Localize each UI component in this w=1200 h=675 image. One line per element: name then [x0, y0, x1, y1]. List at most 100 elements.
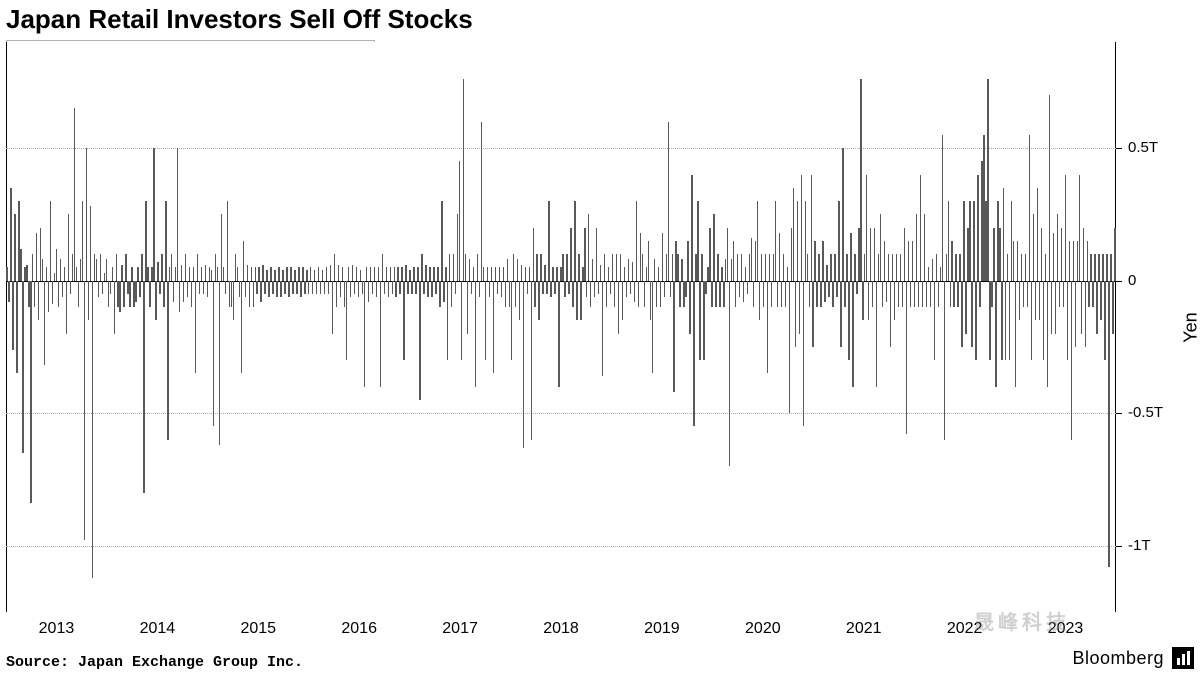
bar — [576, 281, 577, 321]
bar — [358, 281, 359, 297]
bar — [274, 270, 275, 281]
bar — [255, 267, 256, 280]
bar — [203, 281, 204, 294]
bar — [233, 281, 234, 321]
bar — [656, 281, 657, 308]
bar — [930, 281, 931, 308]
bar — [421, 254, 422, 281]
bar — [673, 281, 674, 392]
bar — [469, 259, 470, 280]
bar — [777, 281, 778, 308]
bar — [1023, 281, 1024, 308]
bar — [860, 79, 861, 280]
bar — [1009, 281, 1010, 361]
bar — [574, 201, 575, 281]
bar — [243, 241, 244, 281]
x-tick-label: 2017 — [442, 620, 478, 638]
bar — [534, 281, 535, 308]
bar — [501, 281, 502, 297]
bar — [904, 228, 905, 281]
bar — [397, 267, 398, 280]
bar — [193, 267, 194, 280]
bar — [308, 281, 309, 294]
bar — [920, 175, 921, 281]
bar — [932, 259, 933, 280]
bar — [757, 201, 758, 281]
bar — [112, 267, 113, 280]
bar — [465, 254, 466, 281]
bar — [137, 267, 138, 280]
bar — [606, 281, 607, 308]
bar — [811, 175, 812, 281]
bar — [658, 267, 659, 280]
bar — [971, 281, 972, 347]
bar — [588, 214, 589, 280]
bar — [8, 281, 9, 302]
bar — [268, 281, 269, 297]
bar — [1110, 254, 1111, 281]
bar — [679, 281, 680, 308]
bar — [302, 267, 303, 280]
bar — [455, 281, 456, 294]
bar — [1027, 281, 1028, 308]
bar — [890, 281, 891, 347]
bar — [636, 201, 637, 281]
x-tick-label: 2018 — [543, 620, 579, 638]
bar — [417, 267, 418, 280]
bar — [165, 201, 166, 281]
bar — [284, 281, 285, 294]
bar — [1057, 214, 1058, 280]
bar — [850, 233, 851, 281]
bar — [1092, 281, 1093, 308]
bar — [739, 281, 740, 297]
bar — [814, 241, 815, 281]
bar — [52, 281, 53, 305]
bar — [247, 265, 248, 281]
bar — [123, 281, 124, 308]
bar — [213, 281, 214, 427]
bar — [580, 281, 581, 321]
bar — [711, 281, 712, 308]
bar — [995, 281, 996, 387]
bar — [1106, 254, 1107, 281]
bar — [672, 254, 673, 281]
bar — [705, 281, 706, 294]
bar — [378, 267, 379, 280]
bar — [987, 79, 988, 280]
bar — [76, 267, 77, 280]
bar — [32, 254, 33, 281]
x-tick-label: 2019 — [644, 620, 680, 638]
bar — [844, 281, 845, 308]
bar — [1081, 281, 1082, 334]
bar — [812, 281, 813, 347]
bar — [1100, 281, 1101, 321]
bar — [395, 281, 396, 297]
bar — [681, 259, 682, 280]
bar — [258, 267, 259, 280]
bar — [449, 254, 450, 281]
bar — [538, 281, 539, 321]
bar — [801, 175, 802, 281]
bar — [199, 281, 200, 294]
bar — [803, 281, 804, 427]
bar — [1003, 188, 1004, 281]
bar — [628, 259, 629, 280]
bar — [131, 267, 132, 280]
bar — [121, 265, 122, 281]
bar — [840, 281, 841, 347]
bar — [604, 254, 605, 281]
bar — [832, 281, 833, 308]
bar — [888, 254, 889, 281]
bar — [965, 281, 966, 334]
bar — [350, 281, 351, 297]
bar — [531, 281, 532, 440]
bar — [68, 214, 69, 280]
bar — [1071, 281, 1072, 440]
bar — [525, 267, 526, 280]
bar — [64, 267, 65, 280]
bar — [306, 270, 307, 281]
bar — [86, 148, 87, 281]
bar — [779, 233, 780, 281]
bar — [926, 281, 927, 308]
bar — [546, 281, 547, 294]
